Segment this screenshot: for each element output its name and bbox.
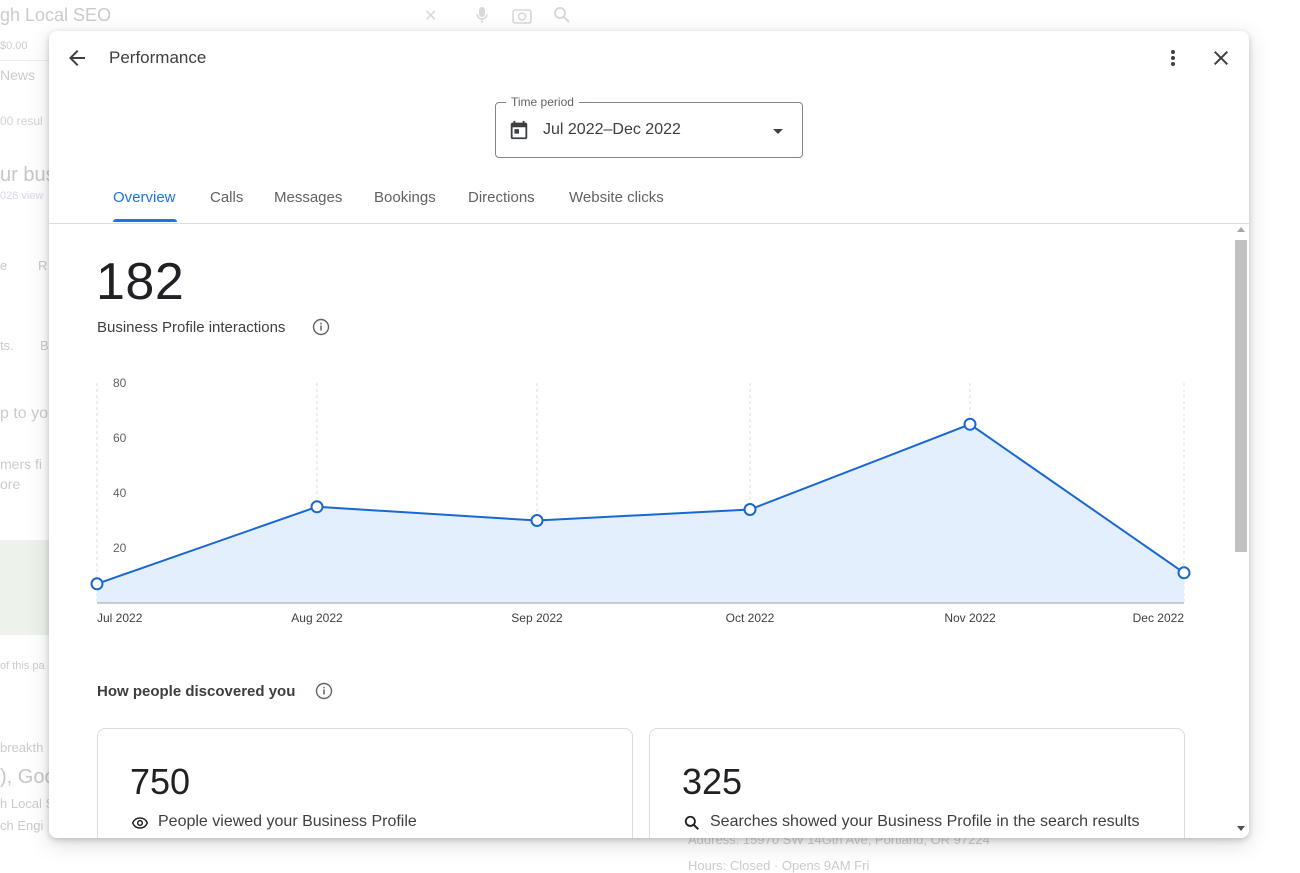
overview-panel: 182 Business Profile interactions 20 40 60… xyxy=(49,224,1233,838)
scroll-up-arrow[interactable] xyxy=(1237,227,1245,232)
data-point-2 xyxy=(530,514,544,527)
close-icon xyxy=(1214,51,1228,65)
search-appearances-value: 325 xyxy=(682,761,743,802)
profile-views-card: 750 People viewed your Business Profile xyxy=(97,728,633,838)
bg-engine: ch Engi xyxy=(0,818,44,833)
profile-views-label: People viewed your Business Profile xyxy=(158,813,417,830)
bg-price: $0.00 xyxy=(0,40,28,52)
bg-tab-e: e xyxy=(0,258,8,273)
bg-text-ts: ts. xyxy=(0,338,14,353)
bg-customers: mers fi xyxy=(0,456,42,472)
scroll-down-arrow[interactable] xyxy=(1237,826,1245,831)
more-options-button[interactable] xyxy=(1161,46,1185,70)
bg-news-tab: News xyxy=(0,67,36,83)
interactions-total: 182 xyxy=(96,253,185,311)
info-icon[interactable] xyxy=(312,318,330,336)
time-period-select[interactable]: Time period Jul 2022–Dec 2022 xyxy=(495,95,803,158)
tab-bookings[interactable]: Bookings xyxy=(374,189,436,206)
arrow-back-icon xyxy=(69,50,85,66)
data-point-3 xyxy=(743,503,757,516)
bg-business-heading: ur bus xyxy=(0,164,56,186)
bg-hours: Hours: Closed · Opens 9AM Fri xyxy=(688,858,870,873)
interactions-chart: 20 40 60 80 Jul 2022 Aug 2022 Sep 2022 Oct 2022… xyxy=(90,376,1191,625)
bg-text-b: B xyxy=(40,338,49,353)
interactions-label: Business Profile interactions xyxy=(97,319,286,336)
clear-icon: ✕ xyxy=(424,8,438,25)
x-tick-label: Nov 2022 xyxy=(944,611,996,625)
time-period-value: Jul 2022–Dec 2022 xyxy=(543,121,681,138)
search-appearances-label: Searches showed your Business Profile in… xyxy=(710,813,1140,830)
profile-views-value: 750 xyxy=(130,761,191,802)
data-point-4 xyxy=(963,417,977,431)
y-tick-label: 20 xyxy=(113,541,127,555)
calendar-icon xyxy=(510,120,528,140)
bg-google: ), Goo xyxy=(0,766,56,788)
camera-icon xyxy=(512,6,532,24)
more-vert-icon xyxy=(1171,50,1175,66)
active-tab-indicator xyxy=(113,219,177,222)
tab-directions[interactable]: Directions xyxy=(468,189,535,206)
data-point-1 xyxy=(310,500,324,514)
bg-up-to: p to yo xyxy=(0,405,49,422)
eye-icon xyxy=(131,817,149,829)
bg-divider xyxy=(0,60,50,61)
scroll-thumb[interactable] xyxy=(1235,240,1247,552)
search-appearances-card: 325 Searches showed your Business Profil… xyxy=(649,728,1185,838)
tab-calls[interactable]: Calls xyxy=(210,189,244,206)
chart-area-fill xyxy=(97,424,1184,603)
discovery-info-icon[interactable] xyxy=(315,682,333,700)
bg-map-image xyxy=(0,540,50,635)
x-tick-label: Dec 2022 xyxy=(1133,611,1185,625)
bg-local: h Local S xyxy=(0,796,55,811)
time-period-label: Time period xyxy=(506,95,579,109)
bg-tab-r: R xyxy=(38,258,48,273)
microphone-icon xyxy=(474,6,492,24)
data-point-5 xyxy=(1177,566,1191,580)
x-tick-label: Oct 2022 xyxy=(726,611,775,625)
bg-search-icon xyxy=(553,6,571,24)
bg-more: ore xyxy=(0,476,21,492)
back-button[interactable] xyxy=(65,46,89,70)
bg-search-query: gh Local SEO xyxy=(0,5,112,25)
bg-page-text: of this pa xyxy=(0,660,45,672)
x-tick-label: Jul 2022 xyxy=(97,611,143,625)
dialog-title: Performance xyxy=(109,48,207,67)
tab-bar: Overview Calls Messages Bookings Directi… xyxy=(49,181,1249,224)
y-tick-label: 40 xyxy=(113,486,127,500)
data-point-0 xyxy=(90,577,104,591)
y-tick-label: 80 xyxy=(113,376,127,390)
tab-overview[interactable]: Overview xyxy=(113,189,176,206)
x-tick-label: Aug 2022 xyxy=(291,611,343,625)
scrollbar[interactable] xyxy=(1233,224,1249,838)
bg-views: 026 view xyxy=(0,190,44,202)
performance-dialog: Performance Time period Jul 2022–Dec 202… xyxy=(49,31,1249,838)
x-tick-label: Sep 2022 xyxy=(511,611,563,625)
chart-series-line xyxy=(96,423,1185,585)
tab-website-clicks[interactable]: Website clicks xyxy=(569,189,664,206)
bg-results-count: 00 resul xyxy=(0,114,43,128)
search-icon xyxy=(684,815,699,830)
tab-messages[interactable]: Messages xyxy=(274,189,343,206)
close-button[interactable] xyxy=(1209,46,1233,70)
y-tick-label: 60 xyxy=(113,431,127,445)
discovery-title: How people discovered you xyxy=(97,683,296,700)
dropdown-arrow-icon xyxy=(773,129,783,134)
bg-breakthrough: breakth xyxy=(0,740,44,755)
